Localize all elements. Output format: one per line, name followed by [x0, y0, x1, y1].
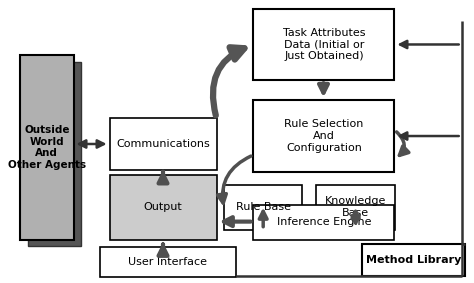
Bar: [100, 247, 236, 277]
Text: Knowledge
Base: Knowledge Base: [325, 196, 386, 218]
Text: Output: Output: [144, 202, 182, 212]
Text: Rule Base: Rule Base: [236, 202, 291, 212]
Bar: [254, 9, 394, 80]
Bar: [224, 185, 302, 230]
Bar: [254, 100, 394, 172]
FancyArrowPatch shape: [218, 156, 251, 203]
Bar: [363, 245, 465, 276]
Text: Task Attributes
Data (Initial or
Just Obtained): Task Attributes Data (Initial or Just Ob…: [283, 28, 365, 61]
Bar: [109, 175, 217, 239]
Text: Rule Selection
And
Configuration: Rule Selection And Configuration: [284, 119, 364, 153]
FancyArrowPatch shape: [213, 47, 245, 115]
Bar: [316, 185, 395, 230]
Bar: [20, 55, 73, 239]
Bar: [109, 118, 217, 170]
Text: Communications: Communications: [116, 139, 210, 149]
FancyArrowPatch shape: [397, 132, 409, 155]
Text: Method Library: Method Library: [366, 256, 461, 265]
Bar: [28, 62, 82, 246]
Text: Outside
World
And
Other Agents: Outside World And Other Agents: [8, 125, 86, 170]
Text: User Interface: User Interface: [128, 258, 207, 267]
Text: Inference Engine: Inference Engine: [277, 217, 371, 227]
Bar: [254, 205, 394, 239]
